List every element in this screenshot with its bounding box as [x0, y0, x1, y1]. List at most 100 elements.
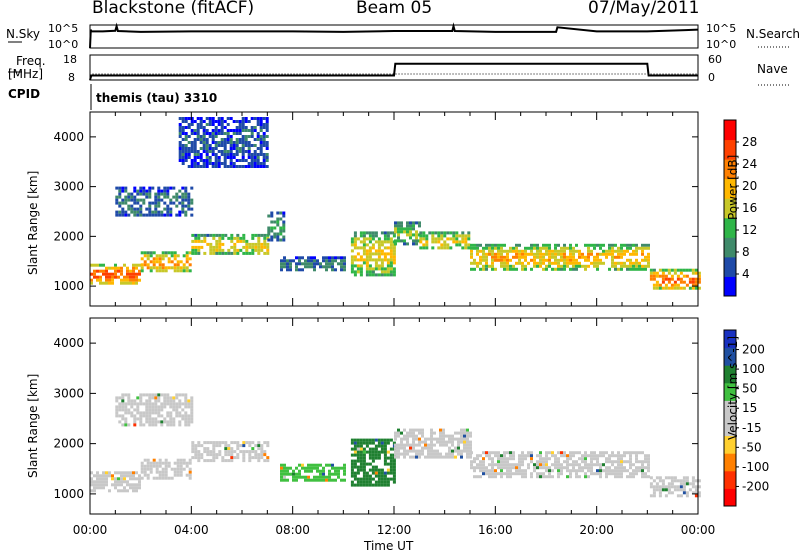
velocity-cell [304, 478, 307, 482]
power-cell [221, 233, 225, 237]
velocity-cell [397, 446, 400, 450]
velocity-cell [166, 402, 170, 406]
power-cell [389, 264, 393, 268]
power-cell [241, 126, 245, 129]
velocity-cell [623, 454, 626, 458]
power-cell [406, 230, 409, 234]
velocity-cell [143, 470, 147, 474]
power-cell [187, 165, 191, 168]
power-cell [164, 266, 168, 270]
power-colorbar-tick-label: 16 [742, 201, 757, 215]
power-cell [193, 150, 197, 153]
velocity-cell [451, 437, 454, 441]
power-cell [154, 213, 158, 217]
velocity-cell [652, 485, 656, 489]
power-cell [611, 258, 614, 262]
velocity-cell [368, 438, 372, 442]
power-cell [575, 267, 578, 271]
velocity-cell [161, 473, 165, 477]
power-cell [694, 271, 698, 275]
power-cell [256, 135, 260, 138]
power-cell [377, 255, 381, 259]
power-cell [569, 252, 572, 256]
power-cell [644, 258, 647, 262]
velocity-cell [319, 478, 322, 482]
velocity-cell [334, 478, 337, 482]
velocity-cell [466, 446, 469, 450]
velocity-cell [620, 475, 623, 479]
power-cell [331, 256, 334, 260]
power-cell [188, 269, 192, 273]
velocity-cell [694, 485, 698, 489]
power-cell [485, 255, 488, 259]
power-cell [256, 123, 260, 126]
velocity-cell [466, 428, 469, 432]
velocity-cell [403, 443, 406, 447]
power-cell [205, 165, 209, 168]
velocity-cell [479, 475, 482, 479]
velocity-cell [652, 479, 656, 483]
power-cell [118, 195, 122, 199]
power-cell [397, 236, 400, 240]
velocity-cell [469, 455, 472, 459]
velocity-cell [126, 483, 129, 487]
power-cell [449, 231, 453, 235]
velocity-cell [521, 457, 524, 461]
velocity-cell [421, 440, 424, 444]
power-cell [623, 252, 626, 256]
power-cell [620, 261, 623, 265]
velocity-cell [524, 469, 527, 473]
velocity-cell [90, 480, 93, 484]
power-cell [220, 126, 224, 129]
velocity-cell [578, 451, 581, 455]
power-cell [406, 233, 409, 237]
velocity-cell [129, 477, 132, 481]
velocity-cell [178, 399, 182, 403]
velocity-cell [614, 454, 617, 458]
power-cell [409, 230, 412, 234]
power-cell [148, 207, 152, 211]
power-cell [250, 129, 254, 132]
velocity-cell [415, 452, 418, 456]
velocity-cell [120, 471, 123, 475]
velocity-cell [664, 476, 668, 480]
velocity-cell [380, 477, 384, 481]
power-cell [102, 272, 105, 276]
power-cell [554, 246, 557, 250]
velocity-cell [248, 444, 252, 448]
power-cell [190, 198, 194, 202]
velocity-cell [539, 457, 542, 461]
velocity-cell [266, 456, 270, 460]
power-cell [431, 234, 435, 238]
velocity-cell [301, 466, 304, 470]
velocity-cell [96, 486, 99, 490]
velocity-cell [394, 446, 397, 450]
velocity-cell [301, 463, 304, 467]
power-cell [211, 135, 215, 138]
velocity-cell [439, 431, 442, 435]
power-cell [485, 252, 488, 256]
velocity-cell [191, 456, 195, 460]
power-cell [148, 189, 152, 193]
velocity-cell [138, 477, 141, 481]
velocity-cell [439, 455, 442, 459]
velocity-cell [132, 483, 135, 487]
velocity-cell [127, 411, 131, 415]
power-cell [90, 281, 93, 285]
velocity-cell [145, 408, 149, 412]
power-cell [509, 258, 512, 262]
velocity-cell [652, 488, 656, 492]
velocity-cell [108, 474, 111, 478]
velocity-cell [386, 441, 390, 445]
velocity-cell [93, 483, 96, 487]
power-cell [362, 237, 366, 241]
velocity-cell [105, 474, 108, 478]
power-cell [688, 268, 692, 272]
velocity-cell [647, 460, 650, 464]
power-cell [124, 213, 128, 217]
power-cell [383, 267, 387, 271]
velocity-cell [111, 477, 114, 481]
power-cell [403, 242, 406, 246]
velocity-cell [157, 393, 161, 397]
power-colorbar-swatch [724, 120, 736, 141]
